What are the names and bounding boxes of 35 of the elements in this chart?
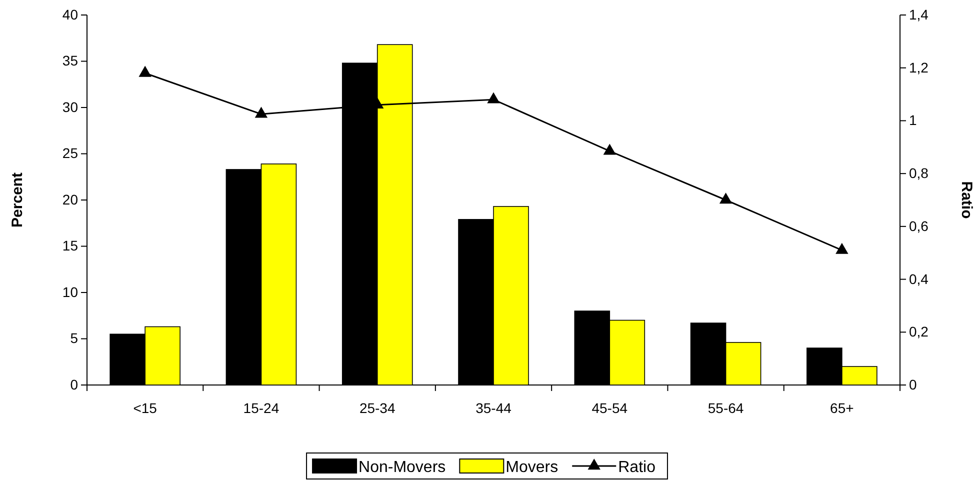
y-axis-title: Percent: [9, 172, 26, 228]
x-tick-label: 35-44: [476, 400, 512, 416]
y-tick-label: 5: [70, 330, 78, 346]
y2-tick-label: 0,4: [909, 270, 929, 287]
y-tick-label: 25: [62, 145, 78, 162]
point: [138, 66, 152, 77]
y2-tick-label: 0,6: [909, 218, 929, 234]
y-tick-label: 35: [62, 52, 78, 69]
y2-tick-label: 1: [909, 112, 917, 128]
y2-tick-label: 0,2: [909, 324, 929, 340]
x-tick-label: 65+: [830, 400, 854, 416]
y-tick-label: 20: [62, 191, 78, 208]
legend-label: Non-Movers: [358, 459, 446, 476]
x-tick-label: 25-34: [359, 400, 396, 416]
y-tick-label: 15: [62, 238, 78, 254]
x-tick-label: <15: [133, 400, 158, 416]
x-tick-label: 55-64: [708, 400, 744, 416]
point: [836, 242, 848, 254]
y-tick-label: 30: [62, 98, 78, 115]
y2-tick-label: 1,4: [909, 6, 929, 22]
point: [603, 144, 616, 155]
y2-axis-title: Ratio: [958, 181, 974, 219]
y2-tick-label: 1,2: [909, 59, 929, 76]
y2-tick-label: 0,8: [909, 165, 929, 182]
y-tick-label: 10: [62, 284, 78, 300]
point: [254, 106, 268, 118]
legend-label: Ratio: [618, 459, 656, 476]
x-tick-label: 45-54: [592, 400, 628, 416]
x-tick-label: 15-24: [243, 400, 280, 416]
y-tick-label: 0: [70, 376, 78, 392]
y-tick-label: 40: [62, 6, 78, 22]
point: [487, 92, 500, 104]
legend-label: Movers: [506, 459, 558, 476]
y2-tick-label: 0: [909, 376, 917, 392]
point: [719, 192, 732, 204]
